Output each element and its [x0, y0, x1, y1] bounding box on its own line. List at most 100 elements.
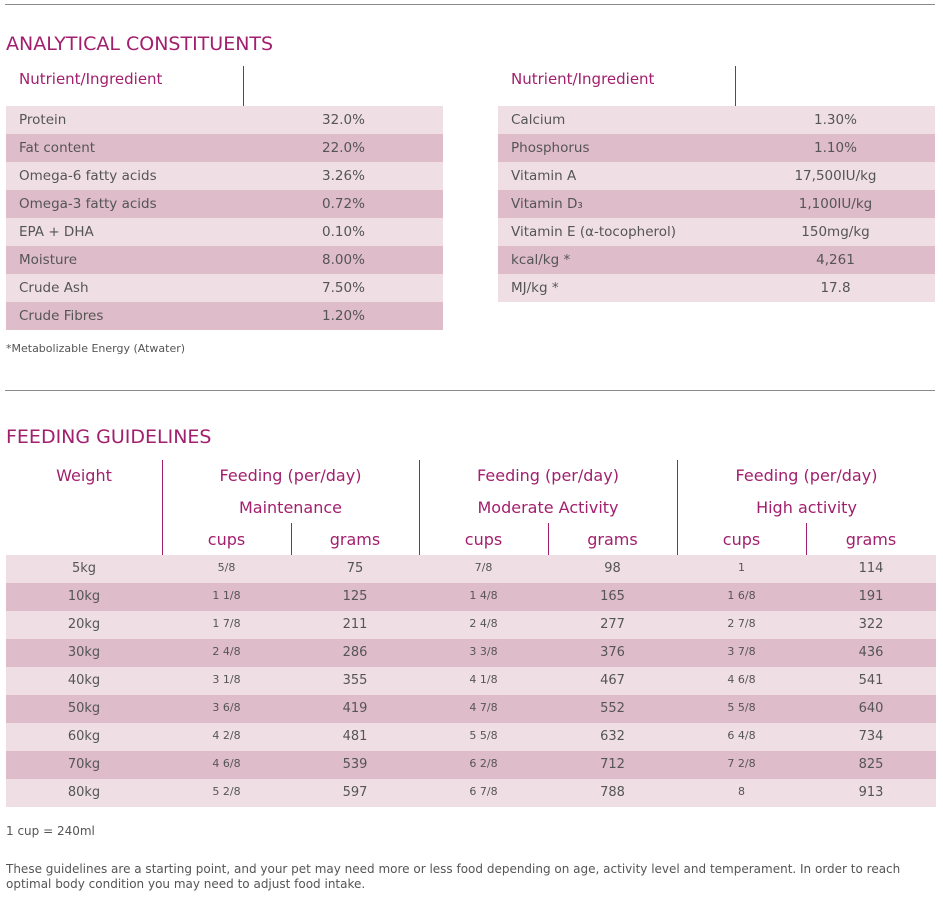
weight-cell: 80kg: [67, 785, 101, 800]
nutrient-value: 17.8: [820, 280, 851, 296]
table-header: Nutrient/Ingredient: [6, 66, 443, 106]
feeding-table: Weight Feeding (per/day) Maintenance cup…: [6, 460, 936, 807]
high-cups-cell: 7 2/8: [727, 757, 756, 770]
nutrient-value: 4,261: [816, 252, 855, 268]
cups-header: cups: [464, 530, 503, 549]
maintenance-grams-cell: 481: [342, 729, 368, 744]
table-row: Vitamin E (α-tocopherol) 150mg/kg: [498, 218, 935, 246]
high-grams-cell: 436: [858, 645, 884, 660]
nutrient-name: Fat content: [19, 140, 96, 156]
weight-cell: 30kg: [67, 645, 101, 660]
moderate-cups-cell: 3 3/8: [469, 645, 498, 658]
moderate-cups-cell: 6 7/8: [469, 785, 498, 798]
nutrient-name: Vitamin A: [511, 168, 577, 184]
table-row: Protein 32.0%: [6, 106, 443, 134]
table-row: 80kg 5 2/8 597 6 7/8 788 8 913: [6, 779, 936, 807]
energy-footnote: *Metabolizable Energy (Atwater): [6, 342, 186, 355]
group-maintenance-line2: Maintenance: [238, 498, 343, 517]
high-cups-cell: 1 6/8: [727, 589, 756, 602]
nutrient-value: 0.10%: [322, 224, 365, 240]
table-row: Moisture 8.00%: [6, 246, 443, 274]
high-grams-cell: 913: [858, 785, 884, 800]
nutrient-value: 1,100IU/kg: [798, 196, 873, 212]
nutrient-name: Crude Ash: [19, 280, 89, 296]
high-grams-cell: 541: [858, 673, 884, 688]
nutrient-name: Phosphorus: [511, 140, 590, 156]
weight-cell: 10kg: [67, 589, 101, 604]
maintenance-grams-cell: 539: [342, 757, 368, 772]
nutrient-value: 7.50%: [322, 280, 365, 296]
table-row: Fat content 22.0%: [6, 134, 443, 162]
maintenance-grams-cell: 286: [342, 645, 368, 660]
high-grams-cell: 322: [858, 617, 884, 632]
maintenance-grams-cell: 597: [342, 785, 368, 800]
moderate-cups-cell: 5 5/8: [469, 729, 498, 742]
group-maintenance-line1: Feeding (per/day): [219, 466, 362, 485]
nutrient-value: 17,500IU/kg: [794, 168, 877, 184]
weight-cell: 40kg: [67, 673, 101, 688]
table-row: EPA + DHA 0.10%: [6, 218, 443, 246]
moderate-cups-cell: 2 4/8: [469, 617, 498, 630]
high-cups-cell: 8: [738, 785, 745, 798]
nutrient-header: Nutrient/Ingredient: [19, 70, 163, 88]
table-row: 50kg 3 6/8 419 4 7/8 552 5 5/8 640: [6, 695, 936, 723]
nutrient-name: Vitamin E (α-tocopherol): [511, 224, 677, 240]
nutrient-name: Vitamin D₃: [511, 196, 583, 212]
high-grams-cell: 825: [858, 757, 884, 772]
maintenance-grams-cell: 211: [342, 617, 368, 632]
nutrient-name: EPA + DHA: [19, 224, 94, 240]
nutrient-value: 3.26%: [322, 168, 365, 184]
table-row: Crude Fibres 1.20%: [6, 302, 443, 330]
moderate-cups-cell: 7/8: [474, 561, 493, 574]
table-row: 70kg 4 6/8 539 6 2/8 712 7 2/8 825: [6, 751, 936, 779]
table-row: Vitamin A 17,500IU/kg: [498, 162, 935, 190]
maintenance-cups-cell: 3 1/8: [212, 673, 241, 686]
high-grams-cell: 734: [858, 729, 884, 744]
high-grams-cell: 114: [858, 561, 884, 576]
weight-cell: 5kg: [71, 561, 97, 576]
weight-cell: 20kg: [67, 617, 101, 632]
maintenance-cups-cell: 5/8: [217, 561, 236, 574]
grams-header: grams: [845, 530, 897, 549]
nutrient-name: kcal/kg *: [511, 252, 571, 268]
feeding-header: Weight Feeding (per/day) Maintenance cup…: [6, 460, 936, 555]
moderate-grams-cell: 632: [600, 729, 625, 744]
table-row: Calcium 1.30%: [498, 106, 935, 134]
moderate-grams-cell: 277: [600, 617, 625, 632]
table-row: MJ/kg * 17.8: [498, 274, 935, 302]
maintenance-cups-cell: 2 4/8: [212, 645, 241, 658]
high-cups-cell: 1: [738, 561, 745, 574]
high-grams-cell: 191: [858, 589, 884, 604]
nutrient-value: 1.10%: [814, 140, 857, 156]
analytical-title: ANALYTICAL CONSTITUENTS: [6, 33, 274, 55]
table-row: Phosphorus 1.10%: [498, 134, 935, 162]
table-row: 40kg 3 1/8 355 4 1/8 467 4 6/8 541: [6, 667, 936, 695]
nutrient-value: 150mg/kg: [801, 224, 870, 240]
moderate-grams-cell: 788: [600, 785, 625, 800]
maintenance-cups-cell: 4 6/8: [212, 757, 241, 770]
table-row: 5kg 5/8 75 7/8 98 1 114: [6, 555, 936, 583]
moderate-cups-cell: 4 1/8: [469, 673, 498, 686]
moderate-grams-cell: 376: [600, 645, 625, 660]
maintenance-cups-cell: 4 2/8: [212, 729, 241, 742]
nutrient-name: Moisture: [19, 252, 78, 268]
table-row: Omega-6 fatty acids 3.26%: [6, 162, 443, 190]
moderate-grams-cell: 552: [600, 701, 625, 716]
table-row: 30kg 2 4/8 286 3 3/8 376 3 7/8 436: [6, 639, 936, 667]
table-row: kcal/kg * 4,261: [498, 246, 935, 274]
cups-header: cups: [722, 530, 761, 549]
nutrient-name: Protein: [19, 112, 67, 128]
nutrient-name: Omega-3 fatty acids: [19, 196, 157, 212]
nutrient-value: 32.0%: [322, 112, 365, 128]
maintenance-grams-cell: 419: [342, 701, 368, 716]
group-moderate-line2: Moderate Activity: [477, 498, 619, 517]
high-grams-cell: 640: [858, 701, 884, 716]
nutrient-value: 0.72%: [322, 196, 365, 212]
moderate-grams-cell: 98: [604, 561, 621, 576]
table-row: 60kg 4 2/8 481 5 5/8 632 6 4/8 734: [6, 723, 936, 751]
analytical-table-left: Nutrient/Ingredient Protein 32.0% Fat cont…: [6, 66, 443, 330]
moderate-cups-cell: 4 7/8: [469, 701, 498, 714]
nutrient-value: 8.00%: [322, 252, 365, 268]
nutrient-name: Crude Fibres: [19, 308, 104, 324]
high-cups-cell: 6 4/8: [727, 729, 756, 742]
